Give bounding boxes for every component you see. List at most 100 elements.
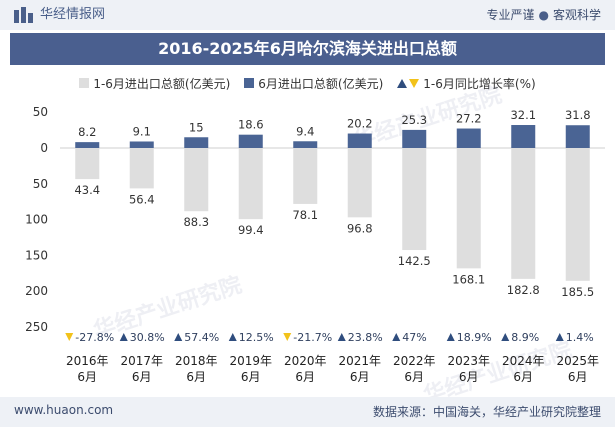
data-label-june: 9.1 [133, 124, 151, 138]
slogan-tag-2: 客观科学 [552, 8, 601, 22]
x-tick-label: 6月 [186, 370, 206, 384]
bar-june [402, 129, 427, 148]
y-tick-label: 50 [33, 105, 48, 119]
y-tick-label: 200 [25, 284, 48, 298]
y-tick-label: 250 [25, 320, 48, 334]
legend-label-cumulative: 1-6月进出口总额(亿美元) [93, 76, 231, 91]
x-tick-label: 6月 [77, 370, 97, 384]
legend-item-cumulative[interactable]: 1-6月进出口总额(亿美元) [79, 75, 230, 92]
growth-label: 8.9% [511, 331, 539, 344]
x-tick-label: 2020年 [284, 354, 327, 368]
bar-june [347, 133, 372, 148]
top-bar: 华经情报网 专业严谨 ● 客观科学 [0, 0, 615, 30]
legend-label-growth: 1-6月同比增长率(%) [423, 76, 536, 91]
brand-name: 华经情报网 [40, 7, 106, 22]
legend-swatch-june [244, 78, 255, 88]
x-tick-label: 2016年 [66, 354, 109, 368]
y-tick-label: 0 [40, 141, 48, 155]
data-label-cumulative: 88.3 [183, 215, 209, 229]
x-tick-label: 2018年 [175, 354, 218, 368]
bar-cumulative [347, 148, 372, 218]
x-tick-label: 2023年 [447, 354, 490, 368]
data-label-cumulative: 168.1 [452, 272, 485, 286]
data-label-cumulative: 56.4 [129, 192, 155, 206]
growth-label: 30.8% [130, 331, 165, 344]
x-tick-label: 6月 [568, 370, 588, 384]
chart-legend: 1-6月进出口总额(亿美元) 6月进出口总额(亿美元) 1-6月同比增长率(%) [0, 73, 615, 93]
footer-source: 数据来源：中国海关，华经产业研究院整理 [372, 405, 601, 419]
x-tick-label: 2019年 [229, 354, 272, 368]
legend-swatch-cumulative [79, 78, 90, 88]
growth-label: 18.9% [457, 331, 492, 344]
growth-label: 23.8% [348, 331, 383, 344]
legend-item-june[interactable]: 6月进出口总额(亿美元) [244, 75, 383, 92]
x-tick-label: 2017年 [120, 354, 163, 368]
growth-up-marker [174, 333, 183, 341]
x-tick-label: 6月 [513, 370, 533, 384]
x-tick-label: 6月 [132, 370, 152, 384]
brand[interactable]: 华经情报网 [14, 6, 105, 24]
x-tick-label: 2025年 [556, 354, 599, 368]
legend-label-june: 6月进出口总额(亿美元) [258, 76, 384, 91]
x-tick-label: 6月 [404, 370, 424, 384]
growth-down-marker [283, 333, 292, 341]
bar-cumulative [293, 148, 318, 204]
growth-label: 47% [402, 331, 426, 344]
growth-label: 57.4% [184, 331, 219, 344]
bar-cumulative [511, 148, 536, 279]
data-label-june: 31.8 [565, 108, 591, 122]
data-label-cumulative: 142.5 [398, 254, 431, 268]
triangle-down-icon [409, 78, 420, 88]
y-tick-label: 100 [25, 213, 48, 227]
legend-growth-markers [397, 78, 420, 88]
bar-june [511, 125, 536, 148]
slogan: 专业严谨 ● 客观科学 [486, 7, 601, 23]
data-label-cumulative: 43.4 [74, 183, 100, 197]
growth-down-marker [65, 333, 74, 341]
growth-label: -21.7% [293, 331, 332, 344]
brand-logo-icon [14, 7, 33, 23]
bar-june [75, 142, 100, 148]
data-label-june: 20.2 [347, 117, 373, 131]
x-tick-label: 6月 [295, 370, 315, 384]
bar-cumulative [565, 148, 590, 281]
x-tick-label: 2021年 [338, 354, 381, 368]
bar-cumulative [402, 148, 427, 251]
footer-site-link[interactable]: www.huaon.com [14, 403, 114, 417]
chart-title: 2016-2025年6月哈尔滨海关进出口总额 [10, 33, 605, 65]
data-label-june: 27.2 [456, 112, 482, 126]
x-tick-label: 2024年 [502, 354, 545, 368]
growth-up-marker [392, 333, 401, 341]
growth-up-marker [119, 333, 128, 341]
growth-label: 12.5% [239, 331, 274, 344]
bar-june [565, 125, 590, 148]
data-label-june: 15 [189, 120, 204, 134]
y-tick-label: 150 [25, 248, 48, 262]
legend-item-growth[interactable]: 1-6月同比增长率(%) [397, 75, 536, 92]
bar-cumulative [129, 148, 154, 189]
bar-june [456, 128, 481, 148]
growth-up-marker [228, 333, 237, 341]
bar-cumulative [184, 148, 209, 212]
data-label-june: 25.3 [401, 113, 427, 127]
bar-june [184, 137, 209, 148]
triangle-up-icon [397, 78, 408, 88]
x-tick-label: 6月 [459, 370, 479, 384]
growth-label: -27.8% [75, 331, 114, 344]
bar-june [293, 141, 318, 148]
growth-up-marker [501, 333, 510, 341]
bar-june [129, 141, 154, 148]
data-label-cumulative: 182.8 [507, 283, 540, 297]
data-label-cumulative: 96.8 [347, 221, 373, 235]
data-label-cumulative: 99.4 [238, 223, 264, 237]
bar-cumulative [75, 148, 100, 180]
footer: www.huaon.com 数据来源：中国海关，华经产业研究院整理 [0, 397, 615, 427]
x-tick-label: 2022年 [393, 354, 436, 368]
data-label-cumulative: 185.5 [561, 285, 594, 299]
bar-june [238, 134, 263, 148]
growth-up-marker [555, 333, 564, 341]
growth-up-marker [446, 333, 455, 341]
bar-cumulative [238, 148, 263, 220]
data-label-june: 18.6 [238, 118, 264, 132]
data-label-june: 32.1 [510, 108, 536, 122]
